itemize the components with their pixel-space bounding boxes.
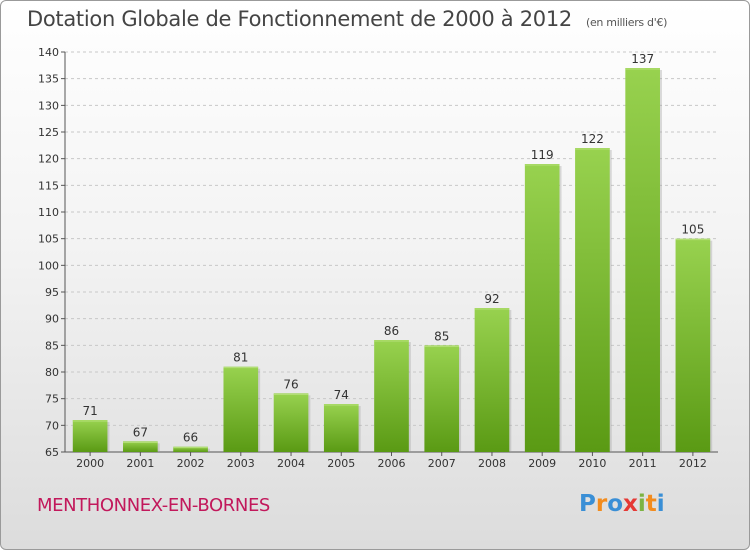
chart-subtitle: (en milliers d'€) — [585, 16, 668, 29]
logo-letter: r — [595, 491, 608, 517]
y-tick-label: 125 — [38, 126, 59, 139]
data-label: 105 — [681, 223, 704, 237]
x-tick-label: 2009 — [528, 457, 556, 470]
logo-letter: t — [645, 491, 657, 517]
y-tick-label: 90 — [45, 313, 59, 326]
x-tick-label: 2011 — [629, 457, 657, 470]
value-labels: 71 67 66 81 76 74 86 85 92 119 122 137 105 — [82, 52, 704, 445]
y-tick-label: 100 — [38, 259, 59, 272]
x-tick-label: 2004 — [277, 457, 305, 470]
bar — [424, 345, 460, 452]
y-tick-label: 70 — [45, 419, 59, 432]
data-label: 67 — [133, 425, 148, 439]
x-tick-label: 2002 — [177, 457, 205, 470]
y-tick-label: 80 — [45, 366, 59, 379]
tick-labels: 65 70 75 80 85 90 95 100 105 110 115 120 125 130 135 14… — [38, 46, 707, 470]
data-label: 66 — [183, 431, 198, 445]
bars — [72, 68, 713, 452]
bar — [575, 148, 610, 452]
y-tick-label: 130 — [38, 99, 59, 112]
bar — [625, 68, 660, 452]
data-label: 137 — [631, 52, 654, 66]
bar — [223, 366, 259, 452]
x-tick-label: 2010 — [578, 457, 606, 470]
y-tick-label: 105 — [38, 233, 59, 246]
bar — [323, 404, 359, 452]
data-label: 86 — [384, 324, 399, 338]
y-tick-label: 110 — [38, 206, 59, 219]
data-label: 76 — [283, 377, 298, 391]
y-tick-label: 115 — [38, 179, 59, 192]
x-tick-label: 2006 — [378, 457, 406, 470]
y-tick-label: 65 — [45, 446, 59, 459]
chart-title: Dotation Globale de Fonctionnement de 20… — [27, 7, 667, 31]
logo-letter: i — [656, 491, 665, 517]
y-tick-label: 140 — [38, 46, 59, 59]
bar — [675, 238, 711, 452]
y-tick-label: 135 — [38, 73, 59, 86]
x-tick-label: 2007 — [428, 457, 456, 470]
bar — [123, 441, 158, 452]
y-tick-label: 75 — [45, 393, 59, 406]
y-tick-label: 85 — [45, 339, 59, 352]
bar — [474, 308, 510, 452]
proxiti-logo: Proxiti — [579, 491, 665, 517]
x-tick-label: 2001 — [126, 457, 154, 470]
data-label: 119 — [531, 148, 554, 162]
data-label: 71 — [82, 404, 97, 418]
bar — [173, 446, 208, 452]
chart-title-text: Dotation Globale de Fonctionnement de 20… — [27, 7, 572, 31]
x-tick-label: 2012 — [679, 457, 707, 470]
y-tick-label: 95 — [45, 286, 59, 299]
data-label: 85 — [434, 329, 449, 343]
logo-letter: o — [607, 491, 624, 517]
bar — [374, 340, 409, 452]
logo-letter: i — [637, 491, 646, 517]
municipality-name: MENTHONNEX-EN-BORNES — [37, 495, 270, 516]
x-tick-label: 2008 — [478, 457, 506, 470]
logo-letter: x — [623, 491, 638, 517]
bar — [273, 393, 309, 452]
data-label: 74 — [334, 388, 349, 402]
x-tick-label: 2000 — [76, 457, 104, 470]
data-label: 81 — [233, 351, 248, 365]
x-tick-label: 2003 — [227, 457, 255, 470]
x-tick-label: 2005 — [327, 457, 355, 470]
y-tick-label: 120 — [38, 153, 59, 166]
data-label: 122 — [581, 132, 604, 146]
bar — [72, 420, 108, 452]
logo-letter: P — [579, 491, 596, 517]
bar — [524, 164, 560, 452]
data-label: 92 — [484, 292, 499, 306]
